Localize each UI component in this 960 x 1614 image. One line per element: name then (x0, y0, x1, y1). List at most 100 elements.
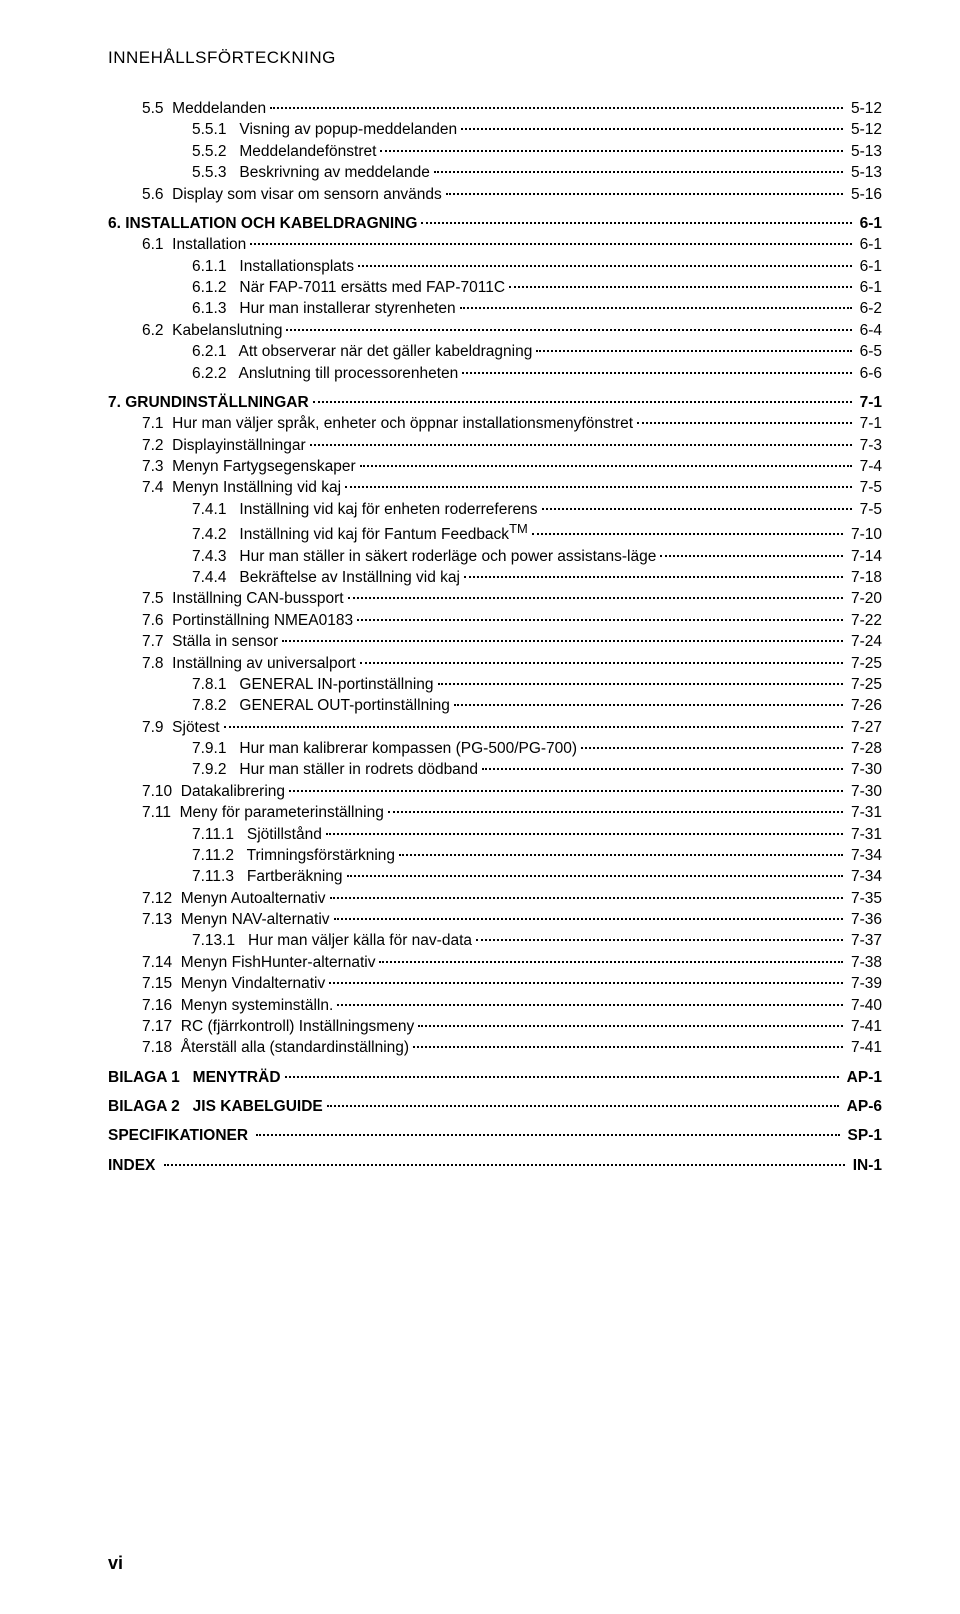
toc-entry: 7.4.2 Inställning vid kaj för Fantum Fee… (108, 520, 882, 546)
toc-entry-label: 7.11.1 Sjötillstånd (192, 824, 322, 845)
toc-entry-label: 7.7 Ställa in sensor (142, 631, 278, 652)
toc-entry: 7.6 Portinställning NMEA01837-22 (108, 610, 882, 631)
toc-entry-label: 7.11.3 Fartberäkning (192, 866, 343, 887)
toc-entry: 7.12 Menyn Autoalternativ7-35 (108, 888, 882, 909)
toc-entry-label: 7.9.2 Hur man ställer in rodrets dödband (192, 759, 478, 780)
toc-entry-page: 6-1 (856, 213, 882, 234)
toc-entry-label: 5.5.2 Meddelandefönstret (192, 141, 376, 162)
toc-entry-label: 6. INSTALLATION OCH KABELDRAGNING (108, 213, 417, 234)
toc-dot-leader (337, 1003, 843, 1006)
toc-entry-label: 7.18 Återställ alla (standardinställning… (142, 1037, 409, 1058)
toc-entry-label: 7.11 Meny för parameterinställning (142, 802, 384, 823)
toc-entry-label: 7.8 Inställning av universalport (142, 653, 356, 674)
toc-entry: BILAGA 2 JIS KABELGUIDEAP-6 (108, 1096, 882, 1117)
toc-entry: 7.15 Menyn Vindalternativ7-39 (108, 973, 882, 994)
toc-entry: 7.11.2 Trimningsförstärkning7-34 (108, 845, 882, 866)
toc-entry-label: 7.5 Inställning CAN-bussport (142, 588, 344, 609)
toc-entry-label: 6.1.1 Installationsplats (192, 256, 354, 277)
toc-entry-label: 5.5.3 Beskrivning av meddelande (192, 162, 430, 183)
toc-entry-label: 7.9 Sjötest (142, 717, 220, 738)
toc-dot-leader (637, 421, 852, 424)
toc-entry-page: 7-41 (847, 1016, 882, 1037)
toc-entry: 6.2 Kabelanslutning6-4 (108, 320, 882, 341)
toc-dot-leader (454, 703, 843, 706)
table-of-contents: 5.5 Meddelanden5-125.5.1 Visning av popu… (108, 98, 882, 1176)
toc-entry-page: 6-2 (856, 298, 882, 319)
toc-dot-leader (388, 810, 843, 813)
toc-entry-page: 7-1 (856, 392, 882, 413)
toc-entry-page: 7-22 (847, 610, 882, 631)
toc-entry: 7.9.2 Hur man ställer in rodrets dödband… (108, 759, 882, 780)
toc-entry-label: 5.6 Display som visar om sensorn används (142, 184, 442, 205)
toc-entry: 5.5.1 Visning av popup-meddelanden5-12 (108, 119, 882, 140)
toc-dot-leader (462, 371, 851, 374)
toc-entry-label: INDEX (108, 1155, 160, 1176)
toc-entry-page: 7-3 (856, 435, 882, 456)
toc-dot-leader (282, 639, 843, 642)
toc-dot-leader (460, 306, 852, 309)
toc-dot-leader (289, 789, 843, 792)
toc-entry-label: 7.4.2 Inställning vid kaj för Fantum Fee… (192, 520, 528, 546)
toc-entry: 7.13.1 Hur man väljer källa för nav-data… (108, 930, 882, 951)
toc-entry-label: 7.17 RC (fjärrkontroll) Inställningsmeny (142, 1016, 414, 1037)
page-header: INNEHÅLLSFÖRTECKNING (108, 48, 882, 68)
trademark-sup: TM (509, 521, 528, 536)
toc-entry: 7.5 Inställning CAN-bussport7-20 (108, 588, 882, 609)
toc-entry-label: 7.8.1 GENERAL IN-portinställning (192, 674, 434, 695)
toc-entry-page: 5-13 (847, 141, 882, 162)
toc-dot-leader (326, 832, 843, 835)
toc-entry: 6.1.2 När FAP-7011 ersätts med FAP-7011C… (108, 277, 882, 298)
toc-entry-page: 5-12 (847, 119, 882, 140)
toc-entry-label: 7.13.1 Hur man väljer källa för nav-data (192, 930, 472, 951)
toc-entry-label: 7.4.4 Bekräftelse av Inställning vid kaj (192, 567, 460, 588)
toc-entry: 6.2.1 Att observerar när det gäller kabe… (108, 341, 882, 362)
toc-dot-leader (660, 554, 843, 557)
toc-dot-leader (286, 328, 851, 331)
toc-entry-label: 7.9.1 Hur man kalibrerar kompassen (PG-5… (192, 738, 577, 759)
toc-entry: 7.11.3 Fartberäkning7-34 (108, 866, 882, 887)
toc-entry: 7.17 RC (fjärrkontroll) Inställningsmeny… (108, 1016, 882, 1037)
toc-entry-label: BILAGA 1 MENYTRÄD (108, 1067, 281, 1088)
toc-dot-leader (464, 575, 843, 578)
toc-dot-leader (270, 106, 843, 109)
toc-entry-label: 7. GRUNDINSTÄLLNINGAR (108, 392, 309, 413)
toc-dot-leader (438, 682, 843, 685)
toc-entry-page: 7-37 (847, 930, 882, 951)
toc-dot-leader (329, 981, 843, 984)
toc-entry: 7.16 Menyn systeminställn.7-40 (108, 995, 882, 1016)
toc-entry-label: 7.14 Menyn FishHunter-alternativ (142, 952, 375, 973)
toc-entry-page: AP-1 (843, 1067, 882, 1088)
toc-entry-page: 7-5 (856, 477, 882, 498)
toc-entry-page: 7-40 (847, 995, 882, 1016)
toc-entry-page: 7-28 (847, 738, 882, 759)
toc-entry: 7.3 Menyn Fartygsegenskaper7-4 (108, 456, 882, 477)
toc-entry-label: 7.8.2 GENERAL OUT-portinställning (192, 695, 450, 716)
toc-entry: 7.4.3 Hur man ställer in säkert roderläg… (108, 546, 882, 567)
toc-entry-page: 7-25 (847, 653, 882, 674)
toc-entry-page: 7-14 (847, 546, 882, 567)
toc-entry: 6. INSTALLATION OCH KABELDRAGNING 6-1 (108, 213, 882, 234)
toc-entry-page: 7-38 (847, 952, 882, 973)
toc-entry-page: 7-10 (847, 524, 882, 545)
toc-entry-page: 6-1 (856, 234, 882, 255)
toc-dot-leader (310, 443, 852, 446)
toc-entry-page: 5-16 (847, 184, 882, 205)
toc-entry-page: 6-4 (856, 320, 882, 341)
toc-entry-page: 7-30 (847, 759, 882, 780)
toc-dot-leader (532, 532, 843, 535)
toc-dot-leader (380, 149, 843, 152)
toc-entry: 7.7 Ställa in sensor7-24 (108, 631, 882, 652)
toc-dot-leader (347, 874, 843, 877)
toc-dot-leader (357, 618, 843, 621)
toc-dot-leader (256, 1133, 839, 1136)
toc-dot-leader (360, 661, 843, 664)
toc-entry-label: BILAGA 2 JIS KABELGUIDE (108, 1096, 323, 1117)
toc-entry-label: 6.1.3 Hur man installerar styrenheten (192, 298, 456, 319)
toc-entry-label: 7.4.1 Inställning vid kaj för enheten ro… (192, 499, 538, 520)
toc-dot-leader (327, 1104, 839, 1107)
toc-dot-leader (482, 767, 843, 770)
toc-dot-leader (360, 464, 852, 467)
toc-dot-leader (434, 170, 843, 173)
toc-entry-label: 7.4 Menyn Inställning vid kaj (142, 477, 341, 498)
toc-entry: 7.8 Inställning av universalport 7-25 (108, 653, 882, 674)
